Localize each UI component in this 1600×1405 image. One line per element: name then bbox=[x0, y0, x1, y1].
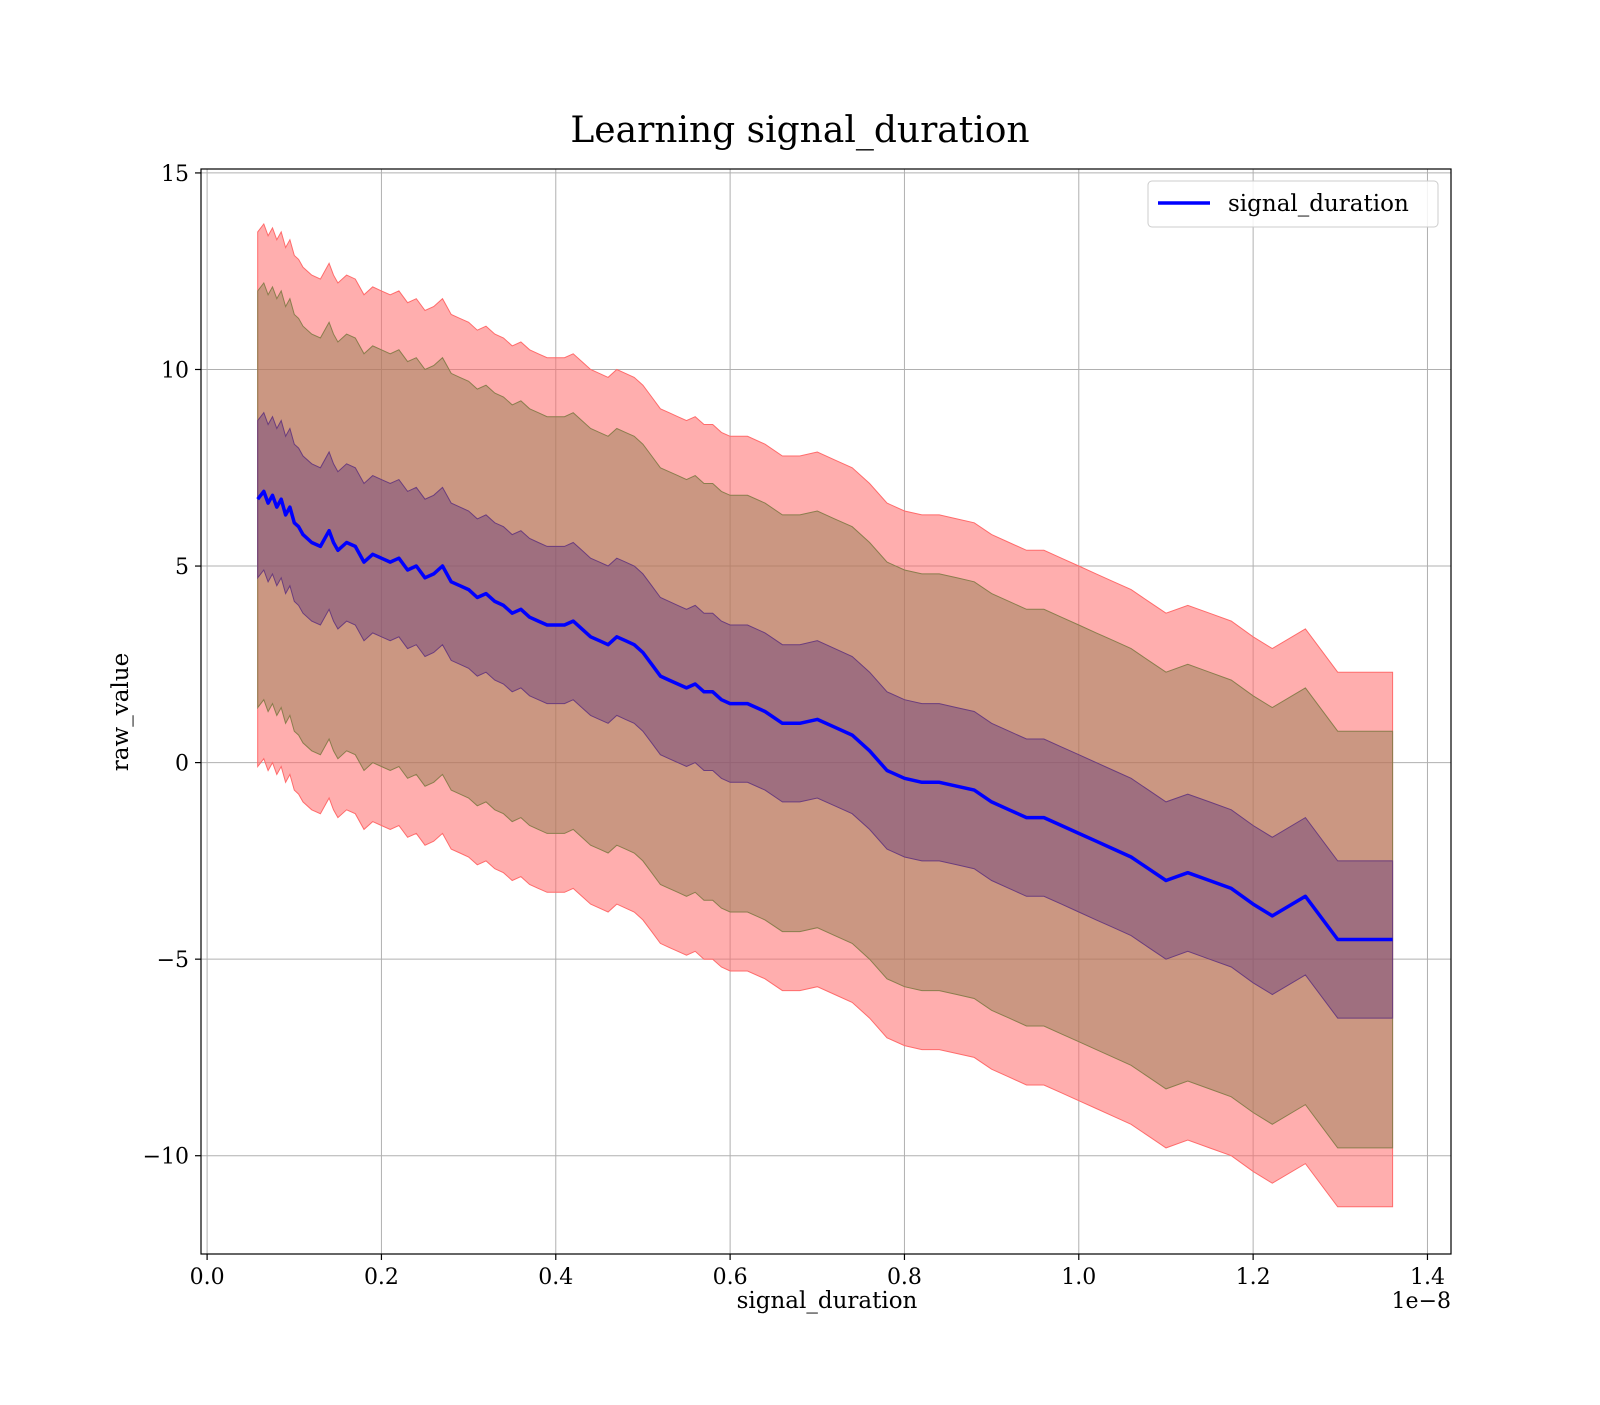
x-tick-label: 0.2 bbox=[364, 1265, 399, 1290]
x-tick-label: 0.0 bbox=[190, 1265, 225, 1290]
y-tick-label: −10 bbox=[143, 1145, 189, 1170]
y-tick-label: 15 bbox=[161, 162, 189, 187]
x-tick-label: 0.8 bbox=[887, 1265, 922, 1290]
band-outer bbox=[257, 222, 1394, 1208]
x-tick-label: 1.4 bbox=[1410, 1265, 1445, 1290]
band-inner bbox=[257, 411, 1394, 1019]
plot-frame bbox=[200, 168, 1452, 1255]
y-tick-label: 0 bbox=[175, 752, 189, 777]
x-axis-offset-label: 1e−8 bbox=[1392, 1289, 1451, 1314]
x-tick-label: 1.2 bbox=[1236, 1265, 1271, 1290]
legend-box bbox=[1147, 180, 1439, 228]
y-tick-label: −5 bbox=[157, 948, 189, 973]
band-middle bbox=[257, 281, 1394, 1149]
x-tick-label: 0.6 bbox=[713, 1265, 748, 1290]
y-tick-label: 10 bbox=[161, 358, 189, 383]
line-layer bbox=[256, 489, 1393, 942]
x-axis-label: signal_duration bbox=[737, 1288, 918, 1314]
y-axis-label: raw_value bbox=[108, 653, 134, 771]
band-layer bbox=[257, 222, 1394, 1208]
x-tick-label: 1.0 bbox=[1061, 1265, 1096, 1290]
legend-label: signal_duration bbox=[1228, 191, 1409, 217]
series-line-signal-duration bbox=[256, 489, 1393, 942]
legend: signal_duration bbox=[1147, 180, 1439, 228]
x-tick-label: 0.4 bbox=[538, 1265, 573, 1290]
chart-title: Learning signal_duration bbox=[570, 110, 1029, 151]
y-tick-label: 5 bbox=[175, 555, 189, 580]
tick-layer: 0.0 0.2 0.4 0.6 0.8 1.0 1.2 1.4 −10 −5 0 5 10 15 bbox=[143, 162, 1445, 1290]
